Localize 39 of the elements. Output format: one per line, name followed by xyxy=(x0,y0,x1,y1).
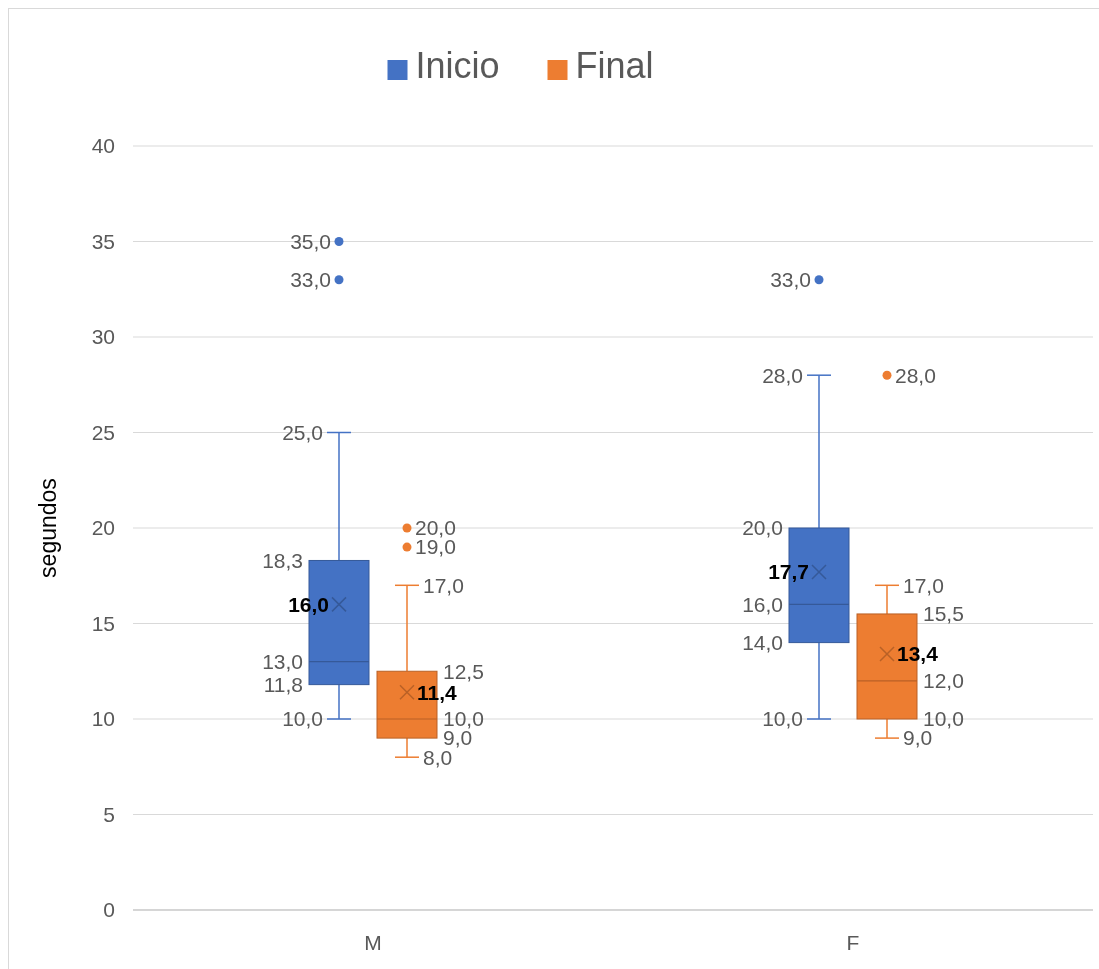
annotation: 20,0 xyxy=(742,516,783,540)
annotation: 10,0 xyxy=(762,707,803,731)
y-tick-label: 30 xyxy=(91,325,115,349)
annotation: 11,4 xyxy=(417,680,458,704)
y-tick-label: 25 xyxy=(91,420,115,444)
annotation: 28,0 xyxy=(762,363,803,387)
annotation: 17,7 xyxy=(768,560,809,584)
annotation: 28,0 xyxy=(895,363,936,387)
y-tick-label: 0 xyxy=(103,898,115,922)
annotation: 12,5 xyxy=(443,659,484,683)
annotation: 13,0 xyxy=(262,650,303,674)
annotation: 10,0 xyxy=(443,707,484,731)
annotation: 16,0 xyxy=(288,592,329,616)
annotation: 10,0 xyxy=(282,707,323,731)
x-tick-label: F xyxy=(846,931,860,954)
annotation: 14,0 xyxy=(742,630,783,654)
annotation: 20,0 xyxy=(415,516,456,540)
annotation: 12,0 xyxy=(923,669,964,693)
annotation: 33,0 xyxy=(770,268,811,292)
x-tick-label: M xyxy=(364,931,382,954)
annotation: 11,8 xyxy=(263,672,303,696)
y-tick-label: 40 xyxy=(91,134,115,158)
y-axis-title: segundos xyxy=(35,478,61,578)
legend-label: Final xyxy=(575,45,654,86)
annotation: 15,5 xyxy=(923,602,964,626)
legend-label: Inicio xyxy=(415,45,500,86)
y-tick-label: 20 xyxy=(91,516,115,540)
annotation: 18,3 xyxy=(262,548,303,572)
annotation: 17,0 xyxy=(423,573,464,597)
annotation: 8,0 xyxy=(423,745,453,769)
annotation: 35,0 xyxy=(290,229,331,253)
annotation: 33,0 xyxy=(290,268,331,292)
annotation: 25,0 xyxy=(282,420,323,444)
y-tick-label: 15 xyxy=(91,611,115,635)
annotation: 16,0 xyxy=(742,592,783,616)
y-tick-label: 5 xyxy=(103,802,115,826)
y-tick-label: 35 xyxy=(91,229,115,253)
annotation: 17,0 xyxy=(903,573,944,597)
y-tick-label: 10 xyxy=(91,707,115,731)
